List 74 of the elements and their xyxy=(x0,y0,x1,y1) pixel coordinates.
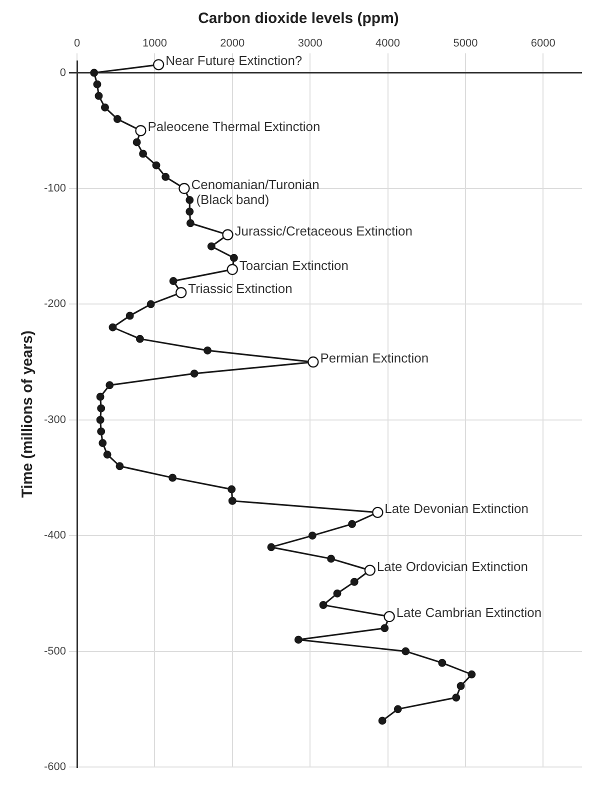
point xyxy=(228,485,236,494)
y-tick-label: -600 xyxy=(44,761,66,774)
x-tick-label: 6000 xyxy=(530,38,556,50)
point xyxy=(97,404,106,412)
point xyxy=(333,589,342,598)
point xyxy=(168,474,177,482)
point xyxy=(228,496,236,505)
point xyxy=(90,68,98,77)
point xyxy=(126,312,134,320)
point xyxy=(186,196,194,204)
point xyxy=(319,601,328,610)
point xyxy=(468,670,476,678)
y-tick-label: -200 xyxy=(44,298,66,310)
point xyxy=(96,416,104,424)
annotation: Late Ordovician Extinction xyxy=(376,558,528,574)
point xyxy=(327,554,336,563)
point xyxy=(230,254,238,262)
point xyxy=(116,462,124,470)
point xyxy=(350,578,358,586)
y-tick-label: -100 xyxy=(44,182,66,195)
point xyxy=(438,658,446,667)
point xyxy=(113,115,122,124)
point xyxy=(378,716,386,725)
point xyxy=(136,334,144,343)
point xyxy=(139,150,148,158)
point xyxy=(93,80,102,88)
point xyxy=(162,172,170,181)
point xyxy=(103,450,112,459)
annotation: Late Devonian Extinction xyxy=(384,501,528,516)
annotation: Paleocene Thermal Extinction xyxy=(148,119,320,134)
point xyxy=(100,103,109,112)
point xyxy=(106,381,114,390)
x-tick-label: 0 xyxy=(74,38,80,50)
point xyxy=(294,636,302,644)
point xyxy=(186,208,194,216)
point xyxy=(186,219,194,228)
point xyxy=(169,277,178,286)
x-tick-label: 1000 xyxy=(142,38,167,50)
annotation: Cenomanian/Turonian (Black band) xyxy=(191,177,320,208)
point xyxy=(207,242,216,250)
y-tick-label: 0 xyxy=(60,66,66,79)
point xyxy=(97,427,106,436)
point xyxy=(132,138,141,146)
point xyxy=(267,543,276,552)
y-tick-label: -400 xyxy=(44,530,66,542)
point xyxy=(190,370,198,378)
point xyxy=(452,694,460,702)
chart-title: Carbon dioxide levels (ppm) xyxy=(198,10,399,28)
x-tick-label: 5000 xyxy=(453,38,478,50)
annotation: Jurassic/Cretaceous Extinction xyxy=(234,223,412,238)
point xyxy=(146,300,155,308)
point xyxy=(348,520,356,528)
annotation: Permian Extinction xyxy=(320,350,429,366)
y-tick-label: -500 xyxy=(44,645,66,658)
point xyxy=(98,439,107,448)
point xyxy=(456,682,465,690)
point xyxy=(108,323,117,332)
point xyxy=(96,392,104,401)
annotation: Toarcian Extinction xyxy=(239,258,349,274)
annotation: Triassic Extinction xyxy=(188,281,292,296)
annotation: Near Future Extinction? xyxy=(166,53,302,68)
x-tick-label: 3000 xyxy=(298,38,322,50)
point xyxy=(94,92,103,100)
point xyxy=(380,624,389,632)
x-tick-label: 4000 xyxy=(376,38,400,50)
x-tick-label: 2000 xyxy=(220,38,245,50)
y-axis-title: Time (millions of years) xyxy=(19,330,36,498)
point xyxy=(402,647,410,656)
point xyxy=(204,346,212,354)
point xyxy=(308,532,316,540)
point xyxy=(152,161,160,170)
annotation: Late Cambrian Extinction xyxy=(396,605,542,620)
y-tick-label: -300 xyxy=(44,414,66,426)
point xyxy=(394,705,402,714)
